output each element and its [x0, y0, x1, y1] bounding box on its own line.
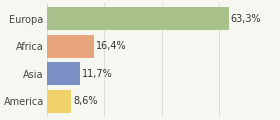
Text: 11,7%: 11,7% [82, 69, 113, 79]
Text: 63,3%: 63,3% [231, 14, 262, 24]
Text: 16,4%: 16,4% [96, 41, 127, 51]
Bar [46, 63, 80, 85]
Bar [46, 7, 228, 30]
Text: 8,6%: 8,6% [74, 96, 98, 106]
Bar [46, 35, 94, 57]
Bar [46, 90, 71, 113]
